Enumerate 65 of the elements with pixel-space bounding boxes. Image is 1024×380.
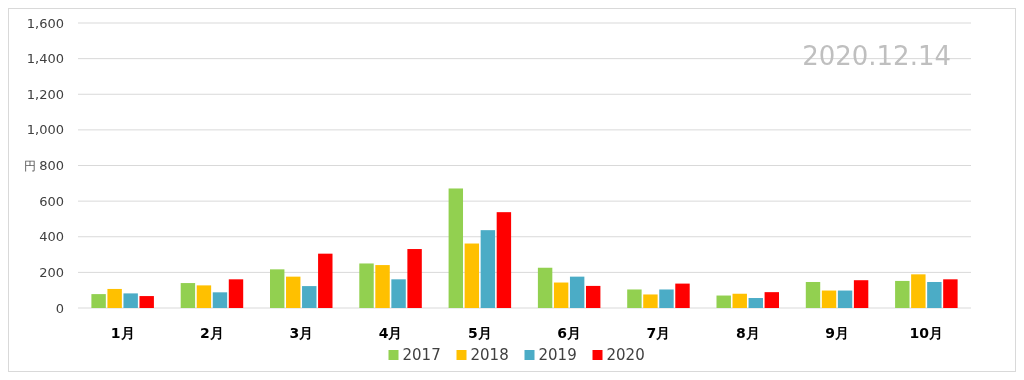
bar xyxy=(212,292,228,308)
bar xyxy=(911,274,926,308)
bar xyxy=(448,188,464,308)
bar xyxy=(764,292,780,308)
bar xyxy=(927,281,942,308)
y-tick-label: 0 xyxy=(55,300,64,316)
y-tick-label: 800 xyxy=(39,158,64,174)
bar xyxy=(643,294,658,308)
bar xyxy=(91,294,106,308)
bar xyxy=(496,212,512,308)
bar xyxy=(569,276,585,308)
bar xyxy=(375,265,390,308)
legend-label: 2020 xyxy=(606,346,645,364)
y-axis-title: 円 xyxy=(24,158,36,173)
y-tick-label: 1,200 xyxy=(26,86,64,102)
x-tick-label: 10月 xyxy=(909,325,944,341)
bar xyxy=(675,283,690,308)
bar xyxy=(123,293,138,308)
bar xyxy=(391,279,406,308)
y-tick-label: 600 xyxy=(39,193,64,209)
bar xyxy=(407,249,422,308)
bar xyxy=(821,290,837,308)
bar xyxy=(286,276,301,308)
bar xyxy=(748,298,763,308)
x-tick-label: 2月 xyxy=(200,325,224,341)
bar xyxy=(139,296,154,308)
y-tick-label: 200 xyxy=(39,264,64,280)
bar xyxy=(196,285,212,308)
x-tick-label: 4月 xyxy=(378,325,403,341)
x-tick-label: 7月 xyxy=(646,325,671,341)
bar xyxy=(585,285,601,308)
x-tick-label: 3月 xyxy=(289,325,314,341)
x-tick-label: 1月 xyxy=(110,325,135,341)
bar xyxy=(895,280,910,308)
bar xyxy=(302,286,317,308)
x-tick-label: 5月 xyxy=(467,325,492,341)
bar xyxy=(837,290,853,308)
bar xyxy=(553,282,569,308)
bar xyxy=(659,289,674,308)
x-tick-label: 8月 xyxy=(735,325,760,341)
bar xyxy=(480,230,496,308)
bar xyxy=(537,267,553,308)
x-tick-label: 9月 xyxy=(825,325,849,341)
bar xyxy=(318,253,333,308)
legend-label: 2019 xyxy=(538,346,577,364)
annotation: 2020.12.14 xyxy=(802,41,951,71)
bar xyxy=(627,289,642,308)
bar xyxy=(107,288,122,308)
bar xyxy=(359,263,374,308)
bar xyxy=(180,283,196,308)
bar xyxy=(805,281,821,308)
bar xyxy=(464,243,480,308)
y-tick-label: 400 xyxy=(39,229,64,245)
bar xyxy=(943,279,958,308)
y-tick-label: 1,600 xyxy=(26,15,64,31)
y-tick-label: 1,400 xyxy=(26,51,64,67)
bar xyxy=(270,269,285,308)
legend-label: 2018 xyxy=(470,346,509,364)
bar xyxy=(853,280,869,308)
x-tick-label: 6月 xyxy=(557,325,582,341)
y-tick-label: 1,000 xyxy=(26,122,64,138)
bar xyxy=(716,295,731,308)
legend-label: 2017 xyxy=(402,346,441,364)
bar xyxy=(228,279,244,308)
bar xyxy=(732,293,747,308)
